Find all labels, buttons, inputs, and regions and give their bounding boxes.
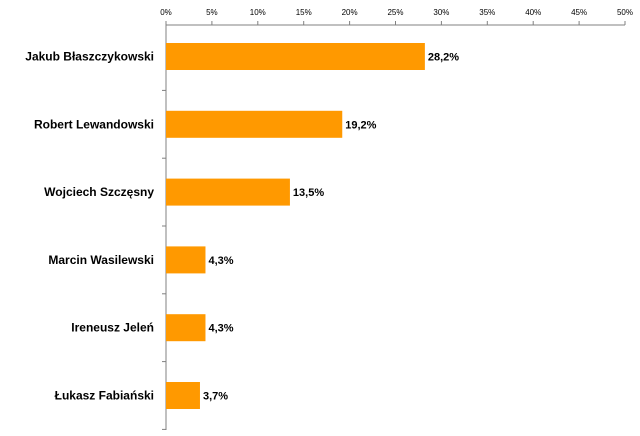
x-tick-label: 20% (342, 8, 358, 17)
data-labels: 28,2% 19,2% 13,5% 4,3% 4,3% 3,7% (203, 52, 459, 403)
x-tick-label: 40% (525, 8, 541, 17)
bar (166, 178, 290, 206)
x-tick-label: 30% (433, 8, 449, 17)
bar (166, 382, 200, 409)
bar (166, 43, 425, 70)
category-label: Robert Lewandowski (34, 117, 154, 131)
data-label: 19,2% (345, 119, 376, 131)
data-label: 4,3% (208, 323, 233, 335)
x-tick-label: 15% (296, 8, 312, 17)
category-label: Łukasz Fabiański (55, 389, 154, 403)
bar (166, 314, 206, 342)
category-label: Wojciech Szczęsny (44, 185, 154, 199)
bar (166, 110, 343, 138)
x-tick-label: 25% (387, 8, 403, 17)
category-labels: Jakub Błaszczykowski Robert Lewandowski Wo… (25, 50, 154, 403)
x-tick-label: 5% (206, 8, 218, 17)
x-axis: 0% 5% 10% 15% 20% 25% 30% 35% 40% 45% 50% (160, 8, 633, 430)
bars (166, 43, 425, 409)
category-label: Marcin Wasilewski (48, 253, 154, 267)
x-tick-label: 45% (571, 8, 587, 17)
data-label: 13,5% (293, 187, 324, 199)
category-label: Ireneusz Jeleń (71, 321, 154, 335)
bar (166, 246, 206, 274)
x-tick-label: 0% (160, 8, 172, 17)
x-tick-label: 50% (617, 8, 633, 17)
category-label: Jakub Błaszczykowski (25, 50, 154, 64)
x-tick-label: 35% (479, 8, 495, 17)
data-label: 3,7% (203, 391, 228, 403)
x-tick-label: 10% (250, 8, 266, 17)
data-label: 28,2% (428, 52, 459, 64)
data-label: 4,3% (208, 255, 233, 267)
